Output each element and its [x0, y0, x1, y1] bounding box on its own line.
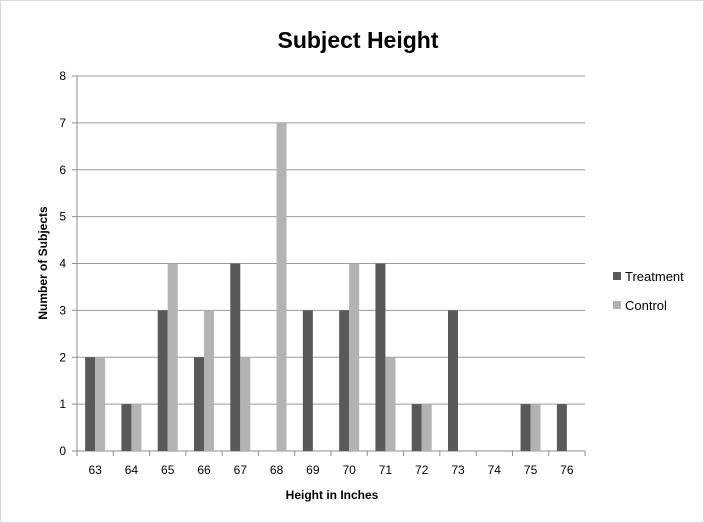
x-tick-label: 76	[560, 463, 574, 477]
x-axis-ticks: 63 64 65 66 67 68 69 70 71 72 73 74 75 76	[88, 463, 573, 477]
legend-label-treatment: Treatment	[625, 269, 684, 284]
legend-label-control: Control	[625, 298, 667, 313]
bar-control-72	[421, 404, 432, 451]
x-tick-label: 66	[197, 463, 211, 477]
bar-control-63	[95, 357, 106, 451]
bar-control-68	[276, 122, 287, 451]
y-axis-ticks: 0 1 2 3 4 5 6 7 8	[59, 69, 66, 458]
y-tick-label: 8	[59, 69, 66, 83]
x-tick-label: 72	[415, 463, 429, 477]
x-tick-label: 75	[524, 463, 538, 477]
bar-treatment-63	[85, 357, 96, 451]
bar-control-71	[385, 357, 396, 451]
x-tick-label: 69	[306, 463, 320, 477]
bar-treatment-67	[230, 263, 241, 451]
x-tick-label: 73	[451, 463, 465, 477]
x-tick-label: 68	[270, 463, 284, 477]
bar-treatment-71	[375, 263, 386, 451]
x-tick-label: 65	[161, 463, 175, 477]
legend-swatch-treatment	[613, 272, 621, 280]
chart-title: Subject Height	[277, 27, 438, 53]
bar-control-66	[204, 310, 214, 451]
bar-control-67	[240, 357, 251, 451]
legend: Treatment Control	[613, 269, 684, 313]
bar-treatment-73	[448, 310, 458, 451]
bar-control-70	[349, 263, 360, 451]
gridlines	[72, 75, 586, 456]
bar-treatment-76	[556, 404, 567, 451]
x-tick-label: 71	[379, 463, 393, 477]
y-tick-label: 7	[59, 116, 66, 130]
x-tick-label: 64	[125, 463, 139, 477]
bars	[85, 122, 567, 451]
bar-treatment-66	[194, 357, 204, 451]
bar-treatment-75	[520, 404, 531, 451]
y-tick-label: 5	[59, 210, 66, 224]
x-tick-label: 74	[488, 463, 502, 477]
y-axis-label: Number of Subjects	[36, 206, 50, 320]
bar-control-75	[530, 404, 541, 451]
x-axis-label: Height in Inches	[286, 488, 379, 502]
bar-treatment-64	[121, 404, 132, 451]
y-tick-label: 0	[59, 444, 66, 458]
bar-control-65	[167, 263, 178, 451]
y-tick-label: 2	[59, 350, 66, 364]
bar-treatment-72	[411, 404, 422, 451]
x-tick-label: 70	[342, 463, 356, 477]
bar-treatment-65	[157, 310, 168, 451]
y-tick-label: 1	[59, 397, 66, 411]
legend-swatch-control	[613, 301, 621, 309]
y-tick-label: 6	[59, 163, 66, 177]
y-tick-label: 3	[59, 303, 66, 317]
bar-treatment-70	[339, 310, 350, 451]
x-tick-label: 67	[234, 463, 248, 477]
y-tick-label: 4	[59, 257, 66, 271]
bar-treatment-69	[302, 310, 313, 451]
x-tick-label: 63	[88, 463, 102, 477]
bar-control-64	[131, 404, 142, 451]
